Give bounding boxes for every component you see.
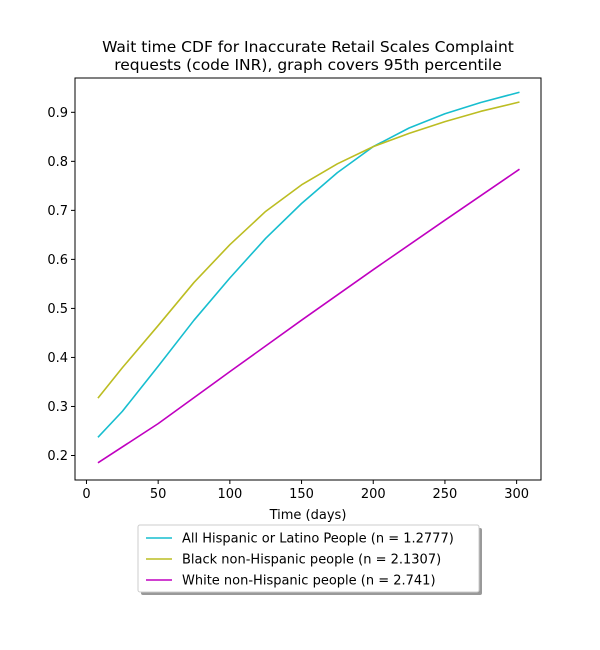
x-axis-ticks: 0 50 100 150 200 250 300 bbox=[82, 480, 529, 502]
legend-label-0: All Hispanic or Latino People (n = 1.277… bbox=[182, 532, 454, 547]
y-tick-label: 0.4 bbox=[47, 351, 68, 366]
chart-title-line-2: requests (code INR), graph covers 95th p… bbox=[114, 56, 502, 74]
y-axis-ticks: 0.2 0.3 0.4 0.5 0.6 0.7 0.8 0.9 bbox=[47, 106, 75, 464]
plot-frame bbox=[74, 77, 542, 481]
plot-area bbox=[97, 91, 520, 464]
y-tick-label: 0.2 bbox=[47, 449, 68, 464]
x-tick-label: 300 bbox=[504, 487, 529, 502]
x-tick-label: 150 bbox=[289, 487, 314, 502]
x-tick-label: 50 bbox=[150, 487, 167, 502]
legend: All Hispanic or Latino People (n = 1.277… bbox=[137, 524, 482, 595]
legend-box bbox=[137, 524, 480, 593]
y-tick-label: 0.3 bbox=[47, 400, 68, 415]
y-tick-label: 0.9 bbox=[47, 106, 68, 121]
x-tick-label: 0 bbox=[82, 487, 90, 502]
y-tick-label: 0.5 bbox=[47, 302, 68, 317]
x-tick-label: 100 bbox=[217, 487, 242, 502]
series-line-2 bbox=[97, 168, 520, 464]
x-tick-label: 250 bbox=[433, 487, 458, 502]
x-tick-label: 200 bbox=[361, 487, 386, 502]
series-line-1 bbox=[97, 101, 520, 399]
y-tick-label: 0.8 bbox=[47, 155, 68, 170]
chart-title-line-1: Wait time CDF for Inaccurate Retail Scal… bbox=[102, 38, 514, 56]
x-axis-label: Time (days) bbox=[269, 508, 347, 523]
legend-label-2: White non-Hispanic people (n = 2.741) bbox=[182, 574, 436, 589]
y-tick-label: 0.7 bbox=[47, 204, 68, 219]
y-tick-label: 0.6 bbox=[47, 253, 68, 268]
legend-label-1: Black non-Hispanic people (n = 2.1307) bbox=[182, 553, 441, 568]
series-line-0 bbox=[97, 91, 520, 438]
